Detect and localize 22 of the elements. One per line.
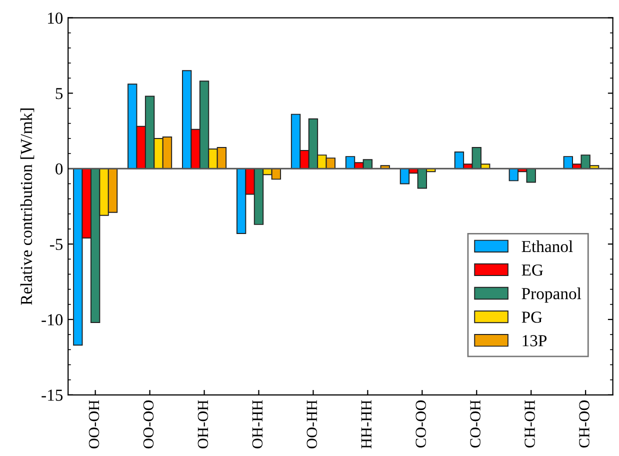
y-axis-title: Relative contribution [W/mk] [20,108,34,305]
x-tick-label: CO-OH [470,400,480,448]
legend-label: Propanol [522,288,582,303]
x-tick-label: OH-OH [198,400,208,448]
y-tick-label: 10 [48,12,63,24]
legend-label: Ethanol [522,240,573,252]
x-tick-label: OH-HH [252,400,263,448]
y-tick-label: 5 [56,88,63,100]
y-tick-label: -5 [50,238,63,250]
x-tick-label: CH-OO [579,400,590,448]
x-tick-label: OO-OH [88,400,100,448]
x-tick-label: HH-HH [361,400,372,449]
x-tick-label: OO-HH [306,400,318,448]
legend-label: 13P [522,335,547,346]
x-tick-label: CH-OH [524,400,535,448]
x-tick-label: OO-OO [143,400,154,448]
legend-label: PG [522,312,542,323]
legend-label: EG [522,264,543,276]
x-tick-label: CO-OO [416,400,426,448]
y-tick-label: 0 [56,163,63,175]
y-tick-label: -15 [42,390,63,401]
y-tick-label: -10 [42,314,63,326]
